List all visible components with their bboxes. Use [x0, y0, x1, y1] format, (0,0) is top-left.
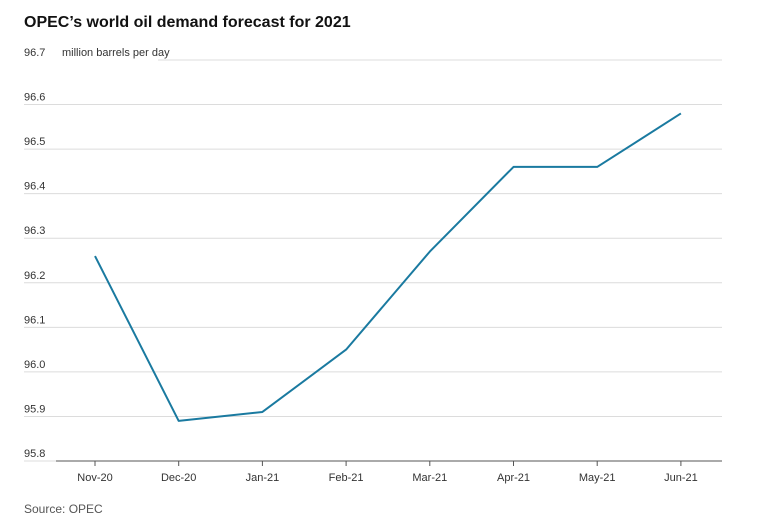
y-axis-unit-label: million barrels per day: [62, 47, 170, 59]
y-tick-label: 96.3: [24, 225, 45, 237]
y-tick-label: 96.0: [24, 359, 45, 371]
y-tick-labels: 95.8 95.9 96.0 96.1 96.2 96.3 96.4 96.5 96.6 96.7: [24, 47, 45, 460]
x-tick-label: Nov-20: [77, 472, 112, 484]
y-tick-label: 96.1: [24, 314, 45, 326]
x-tick-label: Feb-21: [329, 472, 364, 484]
x-tick-label: Jun-21: [664, 472, 698, 484]
x-axis: Nov-20 Dec-20 Jan-21 Feb-21 Mar-21 Apr-21 May-…: [56, 460, 722, 484]
series-line: [94, 112, 682, 422]
x-tick-label: Jan-21: [246, 472, 280, 484]
gridlines: [24, 59, 722, 462]
y-tick-label: 96.5: [24, 136, 45, 148]
source-note: Source: OPEC: [24, 502, 103, 516]
y-tick-label: 96.6: [24, 92, 45, 104]
series-group: [94, 112, 682, 422]
y-tick-label: 95.9: [24, 403, 45, 415]
x-tick-label: Apr-21: [497, 472, 530, 484]
chart-title: OPEC’s world oil demand forecast for 202…: [24, 14, 351, 31]
y-tick-label: 96.2: [24, 270, 45, 282]
y-tick-label: 96.4: [24, 181, 45, 193]
x-tick-label: Dec-20: [161, 472, 196, 484]
x-tick-label: May-21: [579, 472, 616, 484]
y-tick-label: 95.8: [24, 448, 45, 460]
x-tick-label: Mar-21: [412, 472, 447, 484]
y-tick-label: 96.7: [24, 47, 45, 59]
